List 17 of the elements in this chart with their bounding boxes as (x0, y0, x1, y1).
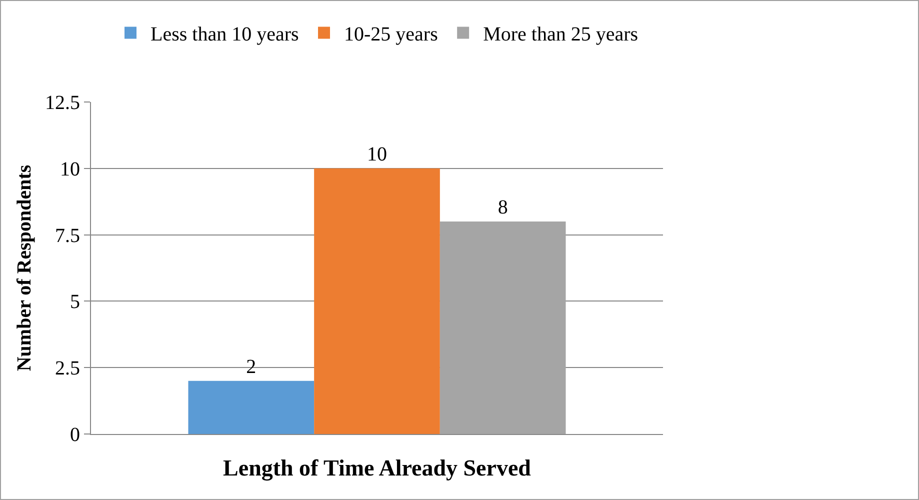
x-axis-title: Length of Time Already Served (223, 456, 532, 482)
data-label: 2 (246, 356, 256, 378)
bar (314, 168, 440, 434)
data-label: 10 (367, 143, 387, 166)
bar (440, 222, 566, 434)
y-tick-label: 2.5 (55, 358, 80, 380)
y-axis-title: Number of Respondents (14, 164, 36, 372)
y-tick-label: 5 (70, 291, 80, 314)
data-label: 8 (498, 196, 508, 219)
legend-label: Less than 10 years (150, 24, 300, 46)
bar (188, 380, 314, 434)
legend-label: 10-25 years (344, 24, 438, 46)
y-tick-label: 12.5 (45, 92, 80, 114)
y-tick-label: 0 (70, 424, 80, 446)
legend-label: More than 25 years (483, 24, 638, 46)
y-tick-label: 10 (60, 158, 80, 180)
y-tick-label: 7.5 (55, 224, 80, 247)
